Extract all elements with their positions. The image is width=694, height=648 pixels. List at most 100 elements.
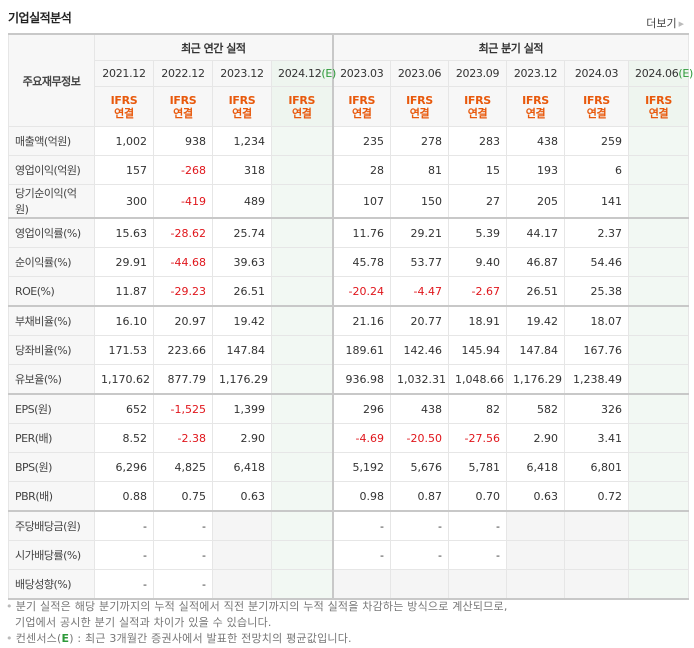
basis-ifrs: IFRS bbox=[348, 93, 376, 107]
estimate-marker: E bbox=[61, 632, 70, 645]
value-cell: 489 bbox=[212, 184, 272, 219]
value-cell bbox=[628, 510, 690, 541]
basis-ifrs: IFRS bbox=[228, 93, 256, 107]
row-label: 부채비율(%) bbox=[8, 305, 95, 336]
row-label: 매출액(억원) bbox=[8, 126, 95, 156]
row-label: 순이익률(%) bbox=[8, 247, 95, 277]
value-cell: 18.07 bbox=[564, 305, 630, 336]
value-cell bbox=[564, 569, 630, 600]
bullet-icon: • bbox=[6, 600, 13, 613]
value-cell: 54.46 bbox=[564, 247, 630, 277]
value-cell: 1,176.29 bbox=[212, 364, 272, 395]
value-cell bbox=[390, 569, 450, 600]
basis-consolidated: 연결 bbox=[232, 106, 252, 120]
value-cell: 1,002 bbox=[94, 126, 154, 156]
value-cell: - bbox=[390, 510, 450, 541]
annual-group-header: 최근 연간 실적 bbox=[93, 33, 334, 61]
value-cell: - bbox=[94, 569, 154, 600]
period-header: 2023.12 bbox=[212, 60, 272, 87]
value-cell: 2.37 bbox=[564, 217, 630, 248]
value-cell bbox=[270, 335, 334, 365]
table-row: 영업이익률(%) 15.63 -28.62 25.74 11.76 29.21 5.39 44… bbox=[8, 217, 690, 248]
period-date: 2023.12 bbox=[513, 67, 558, 80]
value-cell: 15.63 bbox=[94, 217, 154, 248]
value-cell: - bbox=[153, 510, 213, 541]
basis-ifrs: IFRS bbox=[583, 93, 610, 107]
value-cell: 5,781 bbox=[448, 452, 508, 482]
value-cell: 26.51 bbox=[212, 276, 272, 307]
value-cell: 141 bbox=[564, 184, 630, 219]
value-cell: 223.66 bbox=[153, 335, 213, 365]
period-header: 2024.03 bbox=[564, 60, 630, 87]
value-cell: -44.68 bbox=[153, 247, 213, 277]
value-cell: 0.70 bbox=[448, 481, 508, 512]
value-cell: 19.42 bbox=[212, 305, 272, 336]
value-cell: -2.67 bbox=[448, 276, 508, 307]
period-header: 2022.12 bbox=[153, 60, 213, 87]
table-row: 순이익률(%) 29.91 -44.68 39.63 45.78 53.77 9.40 46.… bbox=[8, 247, 690, 277]
basis-header: IFRS 연결 bbox=[212, 86, 272, 127]
value-cell: 11.87 bbox=[94, 276, 154, 307]
value-cell: 6,418 bbox=[212, 452, 272, 482]
basis-ifrs: IFRS bbox=[522, 93, 549, 107]
period-date: 2021.12 bbox=[102, 67, 146, 80]
value-cell: - bbox=[94, 510, 154, 541]
value-cell bbox=[628, 247, 690, 277]
value-cell: 938 bbox=[153, 126, 213, 156]
value-cell bbox=[448, 569, 508, 600]
value-cell bbox=[628, 452, 690, 482]
value-cell: 39.63 bbox=[212, 247, 272, 277]
basis-header: IFRS 연결 bbox=[390, 86, 450, 127]
value-cell: - bbox=[331, 510, 392, 541]
basis-consolidated: 연결 bbox=[291, 106, 312, 120]
value-cell: -20.24 bbox=[331, 276, 392, 307]
value-cell: 300 bbox=[94, 184, 154, 219]
value-cell: 0.87 bbox=[390, 481, 450, 512]
value-cell: 147.84 bbox=[506, 335, 566, 365]
value-cell: 438 bbox=[390, 393, 450, 424]
value-cell: 8.52 bbox=[94, 423, 154, 453]
value-cell: 167.76 bbox=[564, 335, 630, 365]
value-cell bbox=[506, 540, 566, 570]
value-cell: 283 bbox=[448, 126, 508, 156]
value-cell: 53.77 bbox=[390, 247, 450, 277]
value-cell: 25.38 bbox=[564, 276, 630, 307]
value-cell: - bbox=[153, 569, 213, 600]
value-cell: 0.72 bbox=[564, 481, 630, 512]
value-cell bbox=[270, 510, 334, 541]
value-cell: - bbox=[390, 540, 450, 570]
value-cell bbox=[270, 217, 334, 248]
value-cell: -29.23 bbox=[153, 276, 213, 307]
table-row: 부채비율(%) 16.10 20.97 19.42 21.16 20.77 18.91 19.… bbox=[8, 305, 690, 336]
value-cell: 6,418 bbox=[506, 452, 566, 482]
value-cell: 145.94 bbox=[448, 335, 508, 365]
value-cell bbox=[270, 247, 334, 277]
table-row: 당기순이익(억원) 300 -419 489 107 150 27 205 141 bbox=[8, 184, 690, 219]
value-cell: 1,238.49 bbox=[564, 364, 630, 395]
value-cell: 82 bbox=[448, 393, 508, 424]
basis-header: IFRS 연결 bbox=[628, 86, 690, 127]
value-cell: - bbox=[448, 510, 508, 541]
row-label: 주당배당금(원) bbox=[8, 510, 95, 541]
value-cell: 652 bbox=[94, 393, 154, 424]
basis-ifrs: IFRS bbox=[645, 93, 672, 107]
row-label: 당좌비율(%) bbox=[8, 335, 95, 365]
value-cell bbox=[628, 335, 690, 365]
table-row: PER(배) 8.52 -2.38 2.90 -4.69 -20.50 -27.56 2.90… bbox=[8, 423, 690, 453]
value-cell: 150 bbox=[390, 184, 450, 219]
value-cell bbox=[270, 452, 334, 482]
value-cell: 296 bbox=[331, 393, 392, 424]
period-date: 2023.03 bbox=[340, 67, 384, 80]
value-cell: 6,296 bbox=[94, 452, 154, 482]
more-link[interactable]: 더보기 ▶ bbox=[646, 15, 684, 31]
basis-header: IFRS 연결 bbox=[331, 86, 392, 127]
value-cell: 44.17 bbox=[506, 217, 566, 248]
quarter-group-header: 최근 분기 실적 bbox=[331, 33, 690, 61]
value-cell: 0.63 bbox=[506, 481, 566, 512]
basis-ifrs: IFRS bbox=[288, 93, 316, 107]
value-cell bbox=[270, 305, 334, 336]
value-cell bbox=[628, 184, 690, 219]
value-cell: 20.77 bbox=[390, 305, 450, 336]
value-cell: 5.39 bbox=[448, 217, 508, 248]
